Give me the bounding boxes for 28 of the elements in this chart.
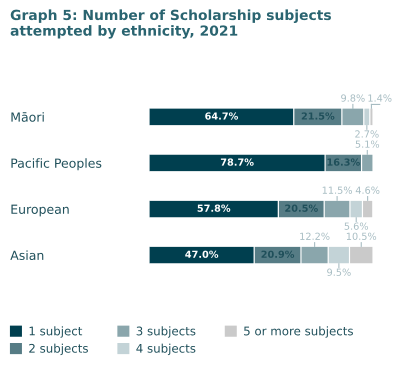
data-label: 2.7% [355, 130, 379, 138]
data-label: 9.8% [341, 94, 365, 102]
data-label: 12.2% [300, 232, 330, 240]
data-label: 5.1% [356, 140, 380, 148]
y-tick-label: Asian [10, 250, 44, 260]
data-label: 1.4% [368, 94, 392, 102]
data-label: 64.7% [205, 112, 238, 120]
legend-label: 4 subjects [136, 344, 196, 356]
data-label: 21.5% [302, 112, 334, 120]
data-label: 9.5% [327, 268, 351, 276]
data-label: 20.5% [285, 204, 318, 212]
data-label: 78.7% [220, 158, 254, 166]
y-tick-label: Māori [11, 112, 44, 122]
legend-label: 2 subjects [29, 344, 88, 356]
data-label: 11.5% [322, 186, 352, 194]
data-label: 47.0% [185, 250, 218, 258]
y-tick-label: European [11, 204, 69, 216]
data-label: 5.6% [344, 222, 368, 230]
data-label: 10.5% [346, 232, 376, 240]
legend-label: 5 or more subjects [244, 326, 353, 338]
data-label: 20.9% [262, 250, 294, 258]
chart-title: Graph 5: Number of Scholarship subjects attempted by ethnicity, 2021 [10, 9, 331, 39]
data-label: 16.3% [328, 158, 360, 166]
legend-label: 3 subjects [136, 326, 196, 338]
data-label: 4.6% [356, 186, 380, 194]
data-label: 57.8% [198, 204, 230, 212]
legend-label: 1 subject [30, 326, 82, 338]
y-tick-label: Pacific Peoples [11, 158, 102, 170]
